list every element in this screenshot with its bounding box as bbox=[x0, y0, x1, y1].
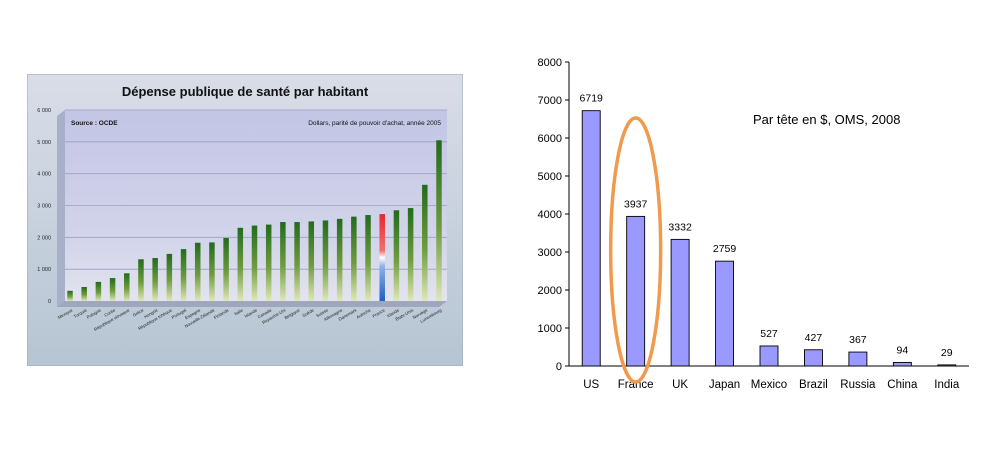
left-bar-r-publique-slovaque bbox=[124, 273, 130, 301]
right-value-label-us: 6719 bbox=[580, 93, 604, 105]
left-bar-irlande bbox=[393, 210, 400, 301]
right-value-label-brazil: 427 bbox=[805, 332, 823, 344]
right-xtick-label-mexico: Mexico bbox=[751, 379, 787, 391]
left-ytick-label: 5 000 bbox=[37, 140, 51, 146]
left-xtick-label: Islande bbox=[243, 307, 258, 319]
right-xtick-label-france: France bbox=[618, 379, 654, 391]
right-bar-uk bbox=[670, 238, 690, 367]
left-ytick-label: 2 000 bbox=[37, 235, 51, 241]
left-bar-italie bbox=[237, 227, 244, 301]
left-bar-royaume-uni bbox=[280, 222, 286, 301]
left-chart-subtitle: Dollars, parité de pouvoir d'achat, anné… bbox=[308, 120, 441, 127]
left-bar-suisse bbox=[322, 220, 329, 301]
left-bar-cor-e bbox=[109, 278, 116, 301]
right-xtick-label-russia: Russia bbox=[840, 379, 876, 391]
right-value-label-france: 3937 bbox=[624, 198, 648, 210]
plot-floor bbox=[57, 301, 447, 307]
left-bar-gr-ce bbox=[138, 259, 144, 301]
left-chart-panel: Dépense publique de santé par habitant 6… bbox=[26, 73, 464, 367]
right-xtick-label-japan: Japan bbox=[709, 379, 740, 391]
right-value-label-russia: 367 bbox=[849, 334, 867, 346]
right-value-label-japan: 2759 bbox=[713, 243, 737, 255]
right-xtick-label-uk: UK bbox=[672, 379, 688, 391]
left-bar-islande bbox=[251, 225, 258, 301]
left-xtick-label: Irlande bbox=[386, 307, 400, 318]
right-xtick-label-china: China bbox=[887, 379, 918, 391]
left-xtick-label: Grèce bbox=[132, 307, 145, 317]
left-ytick-label: 3 000 bbox=[37, 204, 51, 210]
left-bar-portugal bbox=[180, 249, 187, 301]
right-ytick-label: 6000 bbox=[538, 133, 562, 145]
left-bar-danemark bbox=[351, 216, 357, 301]
left-ytick-label: 4 000 bbox=[37, 172, 51, 178]
right-ytick-label: 5000 bbox=[538, 171, 562, 183]
right-value-label-india: 29 bbox=[941, 347, 953, 359]
left-bar-su-de bbox=[308, 221, 315, 301]
left-bar--tats-unis bbox=[407, 208, 414, 301]
right-bar-japan bbox=[715, 260, 735, 367]
left-ytick-label: 1 000 bbox=[37, 267, 51, 273]
left-chart-source: Source : OCDE bbox=[71, 120, 118, 127]
left-bar-espagne bbox=[194, 242, 201, 301]
left-xtick-label: France bbox=[372, 307, 387, 318]
right-ytick-label: 7000 bbox=[538, 95, 562, 107]
left-bar-autriche bbox=[365, 215, 371, 301]
france-highlight-ellipse bbox=[608, 116, 663, 384]
right-ytick-label: 3000 bbox=[538, 247, 562, 259]
left-bar-chart: Dépense publique de santé par habitant 6… bbox=[26, 73, 464, 367]
right-xtick-label-us: US bbox=[583, 379, 599, 391]
left-bar-finlande bbox=[223, 237, 229, 301]
plot-side-wall bbox=[57, 110, 65, 307]
right-ytick-label: 2000 bbox=[538, 285, 562, 297]
left-xtick-label: Italie bbox=[233, 307, 244, 316]
left-bar-pologne bbox=[95, 281, 102, 301]
left-chart-title: Dépense publique de santé par habitant bbox=[122, 84, 369, 99]
left-bar-turquie bbox=[81, 286, 87, 301]
right-ytick-label: 4000 bbox=[538, 209, 562, 221]
left-xtick-label: Turquie bbox=[73, 307, 89, 319]
left-xtick-label: Corée bbox=[103, 307, 116, 317]
right-value-label-china: 94 bbox=[896, 344, 908, 356]
left-bar-norv-ge bbox=[422, 184, 428, 301]
right-bar-china bbox=[892, 361, 912, 367]
left-xtick-label: Suède bbox=[301, 307, 315, 318]
left-bar-nouvelle-z-lande bbox=[209, 242, 215, 301]
right-bar-india bbox=[937, 364, 957, 367]
right-ytick-label: 1000 bbox=[538, 323, 562, 335]
left-bar-mexique bbox=[67, 290, 73, 301]
right-bar-brazil bbox=[803, 349, 823, 367]
left-ytick-label: 6 000 bbox=[37, 108, 51, 114]
right-bar-chart: 8000 7000 6000 5000 4000 3000 2000 1000 0 6719 39… bbox=[538, 57, 969, 391]
left-xtick-label: Suisse bbox=[315, 307, 329, 318]
right-value-label-uk: 3332 bbox=[668, 221, 692, 233]
right-value-label-mexico: 527 bbox=[760, 328, 778, 340]
right-xtick-label-india: India bbox=[934, 379, 960, 391]
right-chart-panel: 8000 7000 6000 5000 4000 3000 2000 1000 0 6719 39… bbox=[525, 40, 985, 410]
right-ytick-label: 8000 bbox=[538, 57, 562, 69]
right-xtick-label-brazil: Brazil bbox=[799, 379, 828, 391]
right-bar-france bbox=[626, 215, 646, 367]
right-bar-us bbox=[581, 110, 601, 367]
left-bar-luxembourg bbox=[436, 140, 442, 301]
right-chart-annotation: Par tête en $, OMS, 2008 bbox=[753, 112, 900, 127]
left-bar-allemagne bbox=[336, 218, 343, 301]
right-ytick-label: 0 bbox=[556, 361, 562, 373]
right-bar-mexico bbox=[759, 345, 779, 367]
left-bar-r-publique-tch-que bbox=[166, 253, 173, 301]
right-bar-russia bbox=[848, 351, 868, 367]
left-bar-hongrie bbox=[152, 258, 158, 301]
left-bar-canada bbox=[265, 224, 272, 301]
left-bar-france bbox=[379, 214, 385, 301]
left-ytick-label: 0 bbox=[48, 299, 51, 305]
left-bar-belgique bbox=[294, 222, 300, 301]
